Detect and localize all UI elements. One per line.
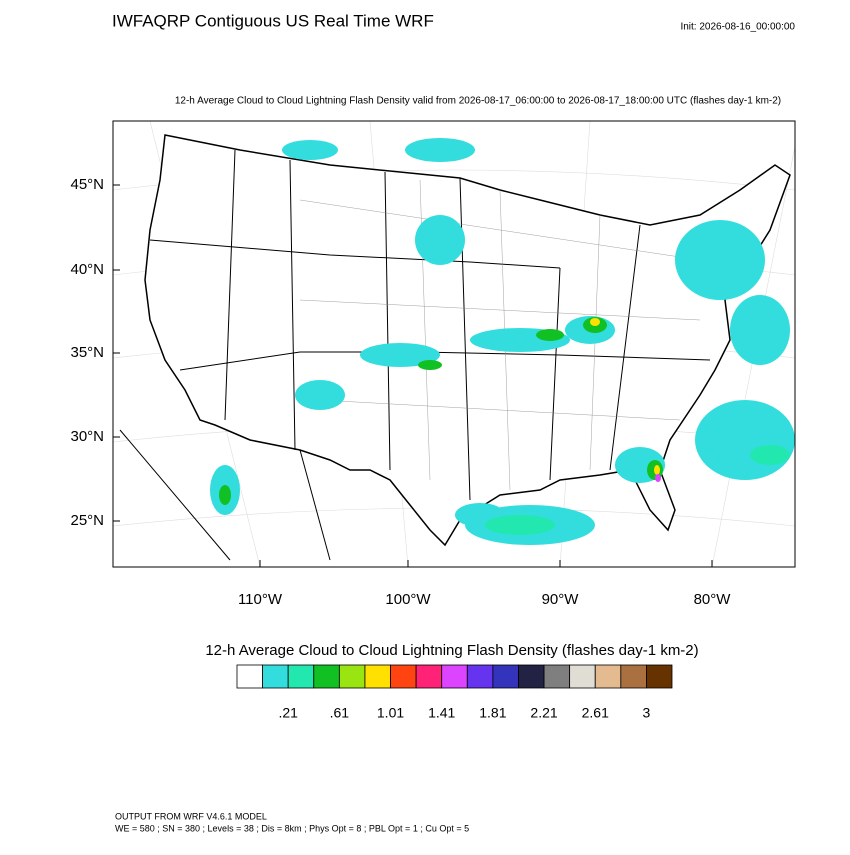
lon-label: 90°W bbox=[542, 591, 580, 608]
colorbar-title: 12-h Average Cloud to Cloud Lightning Fl… bbox=[205, 642, 698, 659]
colorbar-label: 1.01 bbox=[377, 705, 404, 721]
map-frame bbox=[112, 120, 796, 568]
colorbar-box bbox=[236, 664, 263, 689]
lat-label: 40°N bbox=[70, 261, 104, 278]
map: 45°N 40°N 35°N 30°N 25°N 110°W 100°W 90°W 80°W bbox=[70, 120, 796, 608]
footer-line: OUTPUT FROM WRF V4.6.1 MODEL bbox=[115, 811, 267, 821]
lon-label: 80°W bbox=[694, 591, 732, 608]
colorbar-box bbox=[287, 664, 315, 689]
init-time: Init: 2026-08-16_00:00:00 bbox=[680, 22, 795, 33]
lat-label: 30°N bbox=[70, 428, 104, 445]
colorbar-box bbox=[338, 664, 366, 689]
colorbar-box bbox=[620, 664, 647, 689]
colorbar-label: .21 bbox=[278, 705, 298, 721]
colorbar-label: 2.61 bbox=[582, 705, 609, 721]
colorbar-box bbox=[390, 664, 417, 689]
precip-max bbox=[655, 474, 661, 482]
colorbar-box bbox=[262, 664, 289, 689]
lon-label: 110°W bbox=[238, 591, 283, 608]
colorbar-box bbox=[415, 664, 443, 689]
colorbar-box bbox=[466, 664, 494, 689]
precip-moderate bbox=[485, 445, 790, 535]
colorbar-label: 3 bbox=[643, 705, 651, 721]
us-outline bbox=[144, 134, 791, 547]
colorbar: .21 .61 1.01 1.41 1.81 2.21 2.61 3 bbox=[236, 664, 673, 721]
lat-label: 35°N bbox=[70, 344, 104, 361]
colorbar-box bbox=[569, 664, 596, 689]
colorbar-box bbox=[543, 664, 571, 689]
colorbar-label: 1.81 bbox=[479, 705, 506, 721]
colorbar-box bbox=[313, 664, 340, 689]
lat-label: 45°N bbox=[70, 176, 104, 193]
colorbar-label: 2.21 bbox=[530, 705, 557, 721]
state-lines bbox=[119, 149, 711, 561]
colorbar-box bbox=[518, 664, 545, 689]
footer-line: WE = 580 ; SN = 380 ; Levels = 38 ; Dis … bbox=[115, 823, 469, 833]
precip-light bbox=[210, 138, 795, 545]
colorbar-box bbox=[364, 664, 391, 689]
colorbar-box bbox=[492, 664, 519, 689]
colorbar-label: 1.41 bbox=[428, 705, 455, 721]
colorbar-box bbox=[594, 664, 622, 689]
colorbar-box bbox=[441, 664, 468, 689]
lat-label: 25°N bbox=[70, 512, 104, 529]
colorbar-box bbox=[646, 664, 673, 689]
title: IWFAQRP Contiguous US Real Time WRF bbox=[112, 11, 434, 30]
colorbar-label: .61 bbox=[330, 705, 350, 721]
lon-label: 100°W bbox=[385, 591, 431, 608]
map-subtitle: 12-h Average Cloud to Cloud Lightning Fl… bbox=[175, 96, 781, 107]
precip-peak bbox=[590, 318, 660, 475]
